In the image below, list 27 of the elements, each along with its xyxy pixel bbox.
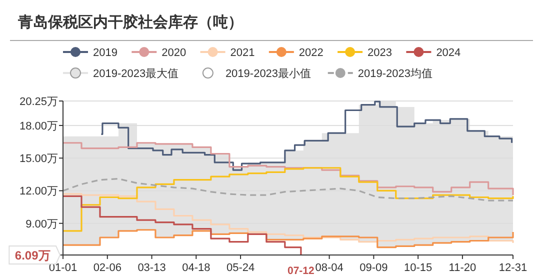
legend-label: 2019-2023最小值 [225,67,312,80]
y-tick-label: 9.00万 [26,218,58,230]
legend-label: 2023 [368,47,392,59]
legend-label: 2024 [436,47,461,59]
line-series [62,178,514,202]
x-tick-label: 12-31 [498,262,528,274]
text: 07-12 [288,265,315,277]
legend-label: 2022 [298,47,324,59]
x-tick-label: 10-15 [404,262,432,274]
legend-label: 2020 [162,47,186,59]
y-tick-label: 15.00万 [19,153,58,166]
y-tick-label: 20.25万 [19,96,58,108]
text: 6.09万 [14,248,50,262]
y-tick-label: 18.00万 [19,120,58,132]
x-tick-label: 05-24 [226,262,255,274]
legend-label: 2019-2023均值 [358,68,432,80]
x-tick-label: 04-18 [182,262,210,274]
x-tick-label: 02-06 [93,262,122,274]
legend-label: 2021 [230,47,255,59]
x-tick-label: 03-13 [138,262,166,274]
x-tick-label: 11-20 [448,262,476,274]
x-tick-label: 09-09 [360,262,388,274]
legend-label: 2019-2023最大值 [93,67,179,80]
legend-label: 2019 [93,47,118,59]
x-tick-label: 08-04 [315,262,344,274]
chart-title: 青岛保税区内干胶社会库存（吨） [17,13,243,31]
y-tick-label: 12.00万 [19,186,58,198]
